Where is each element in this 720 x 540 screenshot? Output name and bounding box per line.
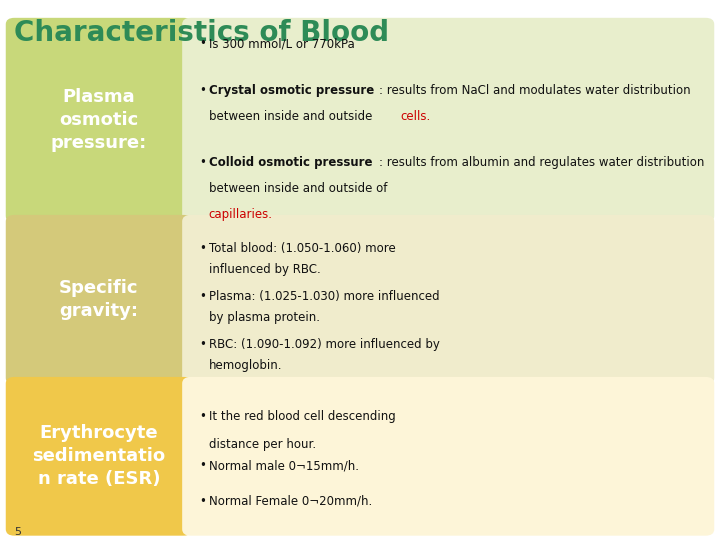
Text: Is 300 mmol/L or 770kPa: Is 300 mmol/L or 770kPa [209, 37, 354, 50]
Text: It the red blood cell descending: It the red blood cell descending [209, 410, 395, 423]
Text: Normal Female 0¬20mm/h.: Normal Female 0¬20mm/h. [209, 495, 372, 508]
Text: : results from NaCl and modulates water distribution: : results from NaCl and modulates water … [379, 84, 690, 97]
Text: Normal male 0¬15mm/h.: Normal male 0¬15mm/h. [209, 460, 359, 472]
Text: RBC: (1.090-1.092) more influenced by: RBC: (1.090-1.092) more influenced by [209, 338, 440, 351]
FancyBboxPatch shape [182, 377, 714, 536]
Text: capillaries.: capillaries. [209, 208, 273, 221]
Text: •: • [199, 290, 207, 303]
Text: Erythrocyte
sedimentatio
n rate (ESR): Erythrocyte sedimentatio n rate (ESR) [32, 424, 166, 488]
Text: influenced by RBC.: influenced by RBC. [209, 263, 320, 276]
Text: Total blood: (1.050-1.060) more: Total blood: (1.050-1.060) more [209, 242, 395, 255]
Text: Characteristics of Blood: Characteristics of Blood [14, 19, 390, 47]
Text: by plasma protein.: by plasma protein. [209, 311, 320, 324]
Text: •: • [199, 460, 207, 472]
Text: Specific
gravity:: Specific gravity: [59, 279, 139, 320]
Text: •: • [199, 157, 207, 170]
Text: •: • [199, 84, 207, 97]
FancyBboxPatch shape [182, 18, 714, 222]
Text: •: • [199, 338, 207, 351]
FancyBboxPatch shape [6, 18, 192, 222]
Text: Plasma: (1.025-1.030) more influenced: Plasma: (1.025-1.030) more influenced [209, 290, 439, 303]
FancyBboxPatch shape [6, 215, 192, 384]
Text: •: • [199, 495, 207, 508]
Text: hemoglobin.: hemoglobin. [209, 359, 282, 372]
Text: Plasma
osmotic
pressure:: Plasma osmotic pressure: [51, 88, 147, 152]
Text: cells.: cells. [400, 110, 431, 123]
Text: : results from albumin and regulates water distribution: : results from albumin and regulates wat… [379, 157, 704, 170]
Text: between inside and outside of: between inside and outside of [209, 183, 387, 195]
Text: Crystal osmotic pressure: Crystal osmotic pressure [209, 84, 374, 97]
Text: 5: 5 [14, 527, 22, 537]
Text: distance per hour.: distance per hour. [209, 437, 316, 450]
FancyBboxPatch shape [182, 215, 714, 384]
Text: •: • [199, 410, 207, 423]
Text: •: • [199, 37, 207, 50]
Text: Colloid osmotic pressure: Colloid osmotic pressure [209, 157, 372, 170]
Text: between inside and outside: between inside and outside [209, 110, 376, 123]
Text: •: • [199, 242, 207, 255]
FancyBboxPatch shape [6, 377, 192, 536]
